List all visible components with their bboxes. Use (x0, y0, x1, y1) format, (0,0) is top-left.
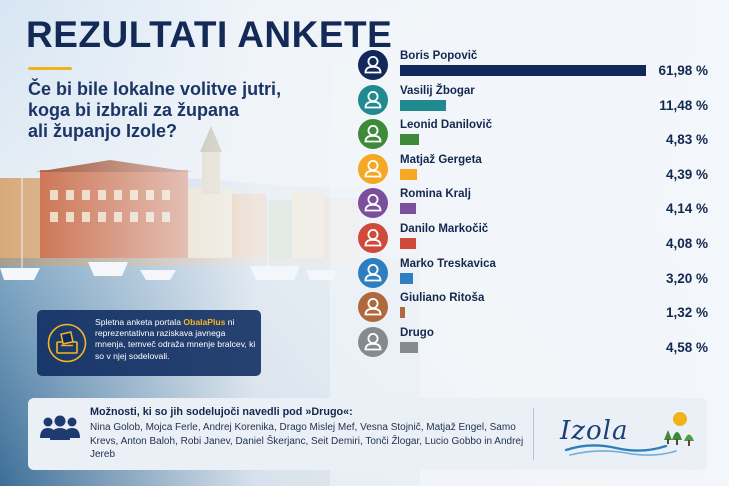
result-bar (400, 168, 418, 180)
person-icon (358, 188, 388, 219)
disclaimer-box: Spletna anketa portala ObalaPlus ni repr… (37, 310, 261, 376)
title-underline (28, 67, 72, 70)
result-bar (400, 134, 420, 146)
result-percentage: 4,39 % (665, 166, 708, 182)
result-percentage: 4,83 % (665, 132, 708, 148)
result-percentage: 4,14 % (665, 201, 708, 217)
result-bar (400, 341, 419, 353)
chart-row: Romina Kralj 4,14 % (358, 188, 714, 224)
panel-divider (533, 408, 534, 460)
result-percentage: 3,20 % (665, 270, 708, 286)
page-title: REZULTATI ANKETE (26, 14, 393, 55)
logo-sun-tree-graphic (564, 412, 694, 456)
chart-row: Vasilij Žbogar 11,48 % (358, 84, 714, 121)
other-options-names: Nina Golob, Mojca Ferle, Andrej Korenika… (90, 422, 524, 460)
chart-row: Danilo Markočič 4,08 % (358, 223, 714, 259)
poll-question: Če bi bile lokalne volitve jutri, koga b… (28, 79, 298, 142)
poll-question-line: ali županjo Izole? (28, 121, 178, 141)
result-bar (400, 203, 417, 215)
people-group-icon (40, 415, 80, 440)
candidate-name: Vasilij Žbogar (400, 84, 475, 97)
chart-row: Marko Treskavica 3,20 % (358, 257, 714, 294)
chart-row: Drugo 4,58 % (358, 326, 714, 363)
person-icon (358, 257, 388, 288)
result-bar (400, 65, 646, 76)
ballot-box-icon (47, 323, 87, 363)
logo-text: Izola (560, 416, 629, 446)
chart-row: Boris Popovič 61,98 % (358, 50, 714, 86)
other-options-heading: Možnosti, ki so jih sodelujoči navedli p… (90, 406, 353, 418)
candidate-name: Danilo Markočič (400, 223, 489, 235)
result-percentage: 4,58 % (665, 339, 708, 355)
candidate-name: Romina Kralj (400, 188, 471, 201)
portal-name: ObalaPlus (183, 317, 226, 327)
chart-row: Giuliano Ritoša 1,32 % (358, 292, 714, 328)
izola-logo: Izola (560, 410, 700, 460)
disclaimer-text: Spletna anketa portala ObalaPlus ni repr… (95, 317, 257, 362)
chart-row: Leonid Danilovič 4,83 % (358, 119, 714, 155)
poll-question-line: koga bi izbrali za župana (28, 100, 240, 120)
candidate-name: Leonid Danilovič (400, 119, 493, 132)
candidate-name: Marko Treskavica (400, 257, 496, 270)
other-options-panel: Možnosti, ki so jih sodelujoči navedli p… (28, 398, 707, 470)
person-icon (358, 50, 388, 80)
result-bar (400, 238, 417, 249)
person-icon (358, 223, 388, 253)
disclaimer-prefix: Spletna anketa portala (95, 317, 184, 327)
result-percentage: 61,98 % (658, 63, 708, 78)
person-icon (358, 292, 388, 323)
person-icon (358, 84, 388, 115)
disclaimer-suffix: ni reprezentativna raziskava javnega mne… (95, 317, 256, 361)
chart-row: Matjaž Gergeta 4,39 % (358, 153, 714, 190)
candidate-name: Drugo (400, 326, 434, 339)
result-percentage: 11,48 % (659, 97, 708, 113)
result-bar (400, 272, 413, 284)
result-percentage: 4,08 % (665, 236, 708, 251)
candidate-name: Giuliano Ritoša (400, 292, 485, 305)
person-icon (358, 326, 388, 357)
result-bar (400, 99, 446, 111)
candidate-name: Matjaž Gergeta (400, 153, 482, 166)
person-icon (358, 119, 388, 150)
candidate-name: Boris Popovič (400, 50, 478, 62)
person-icon (358, 153, 388, 184)
result-bar (400, 307, 406, 319)
poll-question-line: Če bi bile lokalne volitve jutri, (28, 79, 282, 99)
result-percentage: 1,32 % (665, 305, 708, 321)
